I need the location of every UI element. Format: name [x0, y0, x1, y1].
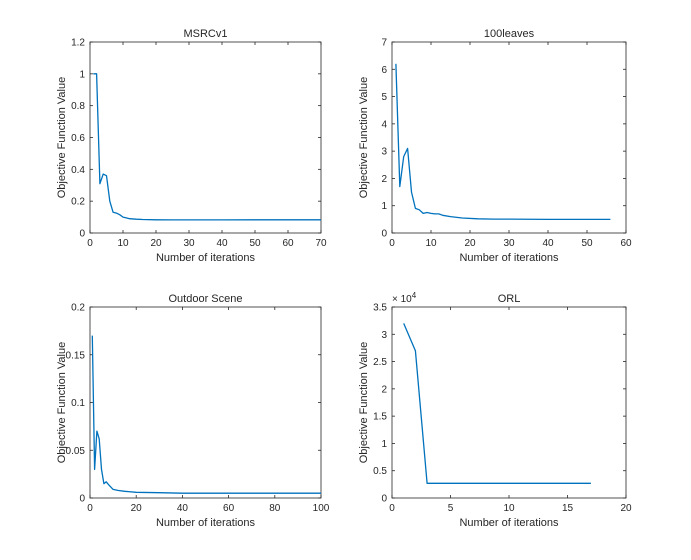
y-axis-label: Objective Function Value	[56, 77, 68, 198]
y-tick-label: 1	[79, 69, 85, 80]
x-tick-label: 20	[131, 503, 143, 514]
x-tick-label: 0	[389, 238, 395, 249]
x-tick-label: 30	[503, 238, 515, 249]
series-line-objective	[91, 335, 321, 494]
series-line-objective	[403, 323, 591, 484]
x-tick-label: 10	[503, 503, 515, 514]
y-exponent-label: × 104	[392, 291, 417, 305]
y-tick-label: 0	[381, 494, 387, 505]
x-tick-label: 60	[282, 238, 294, 249]
x-tick-label: 100	[313, 503, 330, 514]
x-tick-label: 20	[150, 238, 162, 249]
y-axis-label: Objective Function Value	[358, 342, 370, 463]
y-tick-label: 0.1	[71, 398, 85, 409]
chart-title: MSRCv1	[183, 28, 227, 40]
x-tick-label: 0	[389, 503, 395, 514]
y-tick-label: 2	[381, 174, 387, 185]
y-tick-label: 1.2	[71, 38, 85, 49]
y-exponent-power: 4	[412, 291, 417, 300]
x-tick-label: 0	[87, 238, 93, 249]
y-tick-label: 0.2	[71, 303, 85, 314]
y-tick-label: 0.5	[373, 466, 387, 477]
x-tick-label: 20	[620, 503, 632, 514]
x-tick-label: 15	[562, 503, 574, 514]
chart-title: ORL	[498, 293, 521, 305]
chart-panel-4: 0 5 10 15 20 0 0.5 1 1.5 2 2.5 3 3.5 × 104 ORL Number o…	[358, 291, 632, 529]
y-tick-label: 3	[381, 330, 387, 341]
y-tick-label: 4	[381, 119, 387, 130]
y-exponent-base: × 10	[392, 294, 412, 305]
y-tick-label: 0.8	[71, 101, 85, 112]
y-tick-label: 0.4	[71, 165, 85, 176]
y-axis-label: Objective Function Value	[358, 77, 370, 198]
y-tick-label: 1	[381, 201, 387, 212]
x-tick-label: 60	[620, 238, 632, 249]
y-tick-label: 0	[79, 229, 85, 240]
x-tick-label: 10	[425, 238, 437, 249]
y-tick-label: 0.6	[71, 133, 85, 144]
x-axis-label: Number of iterations	[459, 517, 559, 529]
x-tick-label: 30	[183, 238, 195, 249]
y-tick-label: 0.2	[71, 197, 85, 208]
axes-box	[391, 306, 627, 499]
chart-title: Outdoor Scene	[169, 293, 243, 305]
x-tick-label: 50	[581, 238, 593, 249]
y-tick-label: 0.15	[66, 350, 86, 361]
chart-title: 100leaves	[484, 28, 535, 40]
y-tick-label: 1	[381, 439, 387, 450]
x-tick-label: 80	[269, 503, 281, 514]
chart-panel-2: 0 10 20 30 40 50 60 0 1 2 3 4 5 6 7 100leaves Number of …	[358, 28, 632, 264]
x-tick-label: 60	[223, 503, 235, 514]
y-tick-label: 1.5	[373, 412, 387, 423]
x-tick-label: 5	[448, 503, 454, 514]
y-tick-label: 2	[381, 384, 387, 395]
x-axis-label: Number of iterations	[459, 252, 559, 264]
chart-panel-1: 0 10 20 30 40 50 60 70 0 0.2 0.4 0.6 0.8 1 1.2 MSRCv1 Nu…	[56, 28, 327, 264]
series-line-objective	[93, 73, 321, 221]
y-tick-label: 0.05	[66, 446, 86, 457]
x-axis-label: Number of iterations	[156, 517, 256, 529]
y-tick-label: 5	[381, 92, 387, 103]
x-tick-label: 0	[87, 503, 93, 514]
y-tick-label: 3	[381, 147, 387, 158]
x-tick-label: 50	[249, 238, 261, 249]
axes-box	[89, 41, 322, 234]
x-tick-label: 40	[177, 503, 189, 514]
y-tick-label: 2.5	[373, 357, 387, 368]
x-tick-label: 10	[117, 238, 129, 249]
x-tick-label: 70	[315, 238, 327, 249]
axes-box	[89, 306, 322, 499]
x-tick-label: 40	[216, 238, 228, 249]
chart-panel-3: 0 20 40 60 80 100 0 0.05 0.1 0.15 0.2 Outdoor Scene…	[56, 293, 330, 529]
x-tick-label: 20	[464, 238, 476, 249]
y-tick-label: 7	[381, 38, 387, 49]
y-tick-label: 6	[381, 65, 387, 76]
y-tick-label: 0	[381, 229, 387, 240]
axes-box	[391, 41, 627, 234]
x-axis-label: Number of iterations	[156, 252, 256, 264]
x-tick-label: 40	[542, 238, 554, 249]
series-line-objective	[395, 63, 611, 221]
y-tick-label: 0	[79, 494, 85, 505]
y-axis-label: Objective Function Value	[56, 342, 68, 463]
y-tick-label: 3.5	[373, 303, 387, 314]
